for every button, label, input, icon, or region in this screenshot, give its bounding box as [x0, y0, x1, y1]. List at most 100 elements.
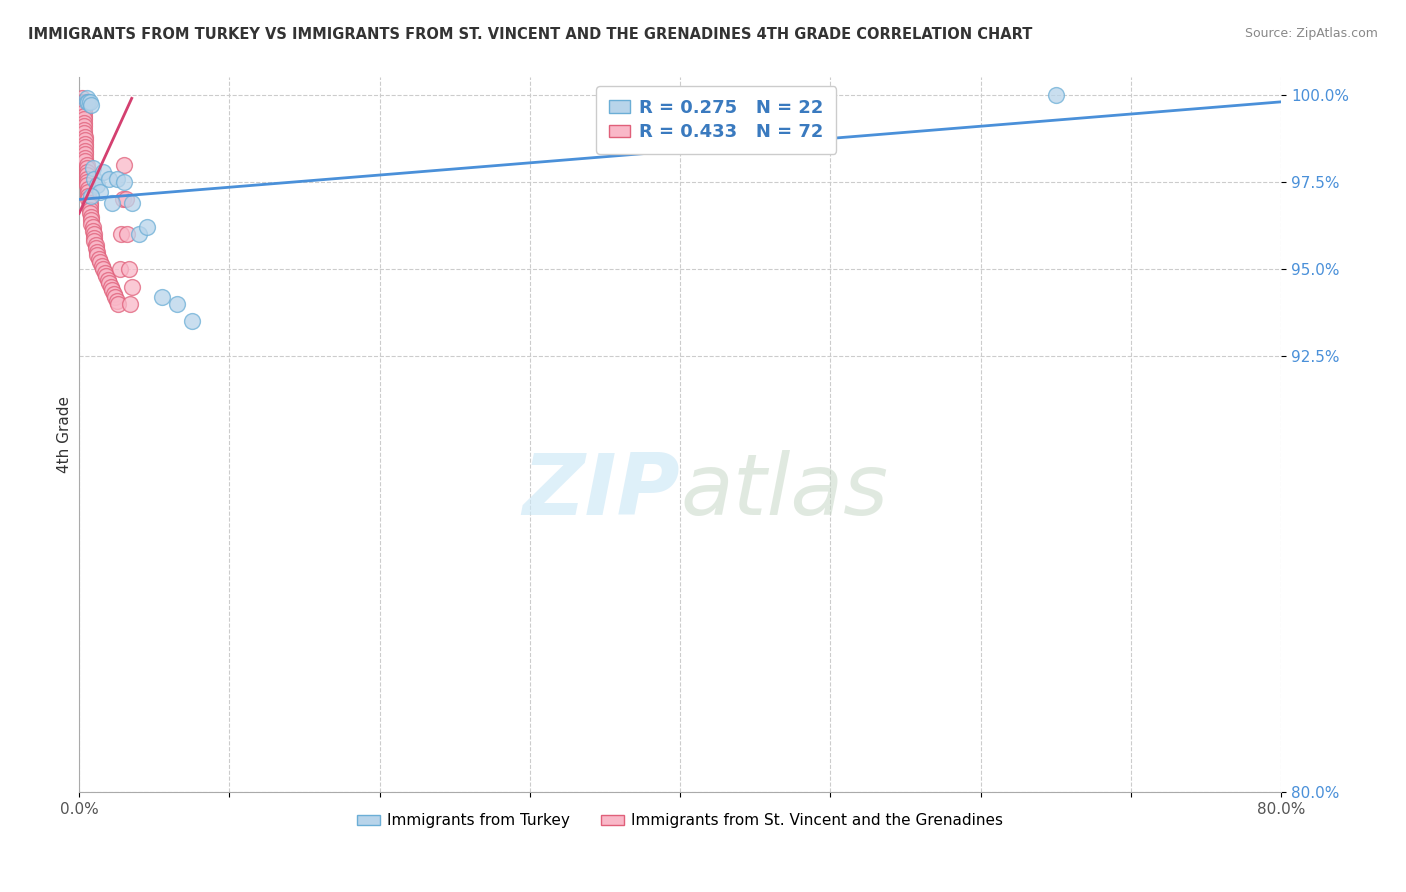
Point [84, 241, 107, 255]
Point [104, 290, 127, 304]
Point [83, 234, 105, 248]
Point [98, 276, 121, 290]
Point [98, 171, 121, 186]
Point [97, 272, 120, 286]
Point [76, 168, 98, 182]
Point [79, 206, 101, 220]
Point [114, 193, 136, 207]
Point [72, 102, 94, 116]
Point [72, 112, 94, 127]
Point [72, 122, 94, 136]
Text: IMMIGRANTS FROM TURKEY VS IMMIGRANTS FROM ST. VINCENT AND THE GRENADINES 4TH GRA: IMMIGRANTS FROM TURKEY VS IMMIGRANTS FRO… [28, 27, 1032, 42]
Point [101, 283, 124, 297]
Point [75, 140, 97, 154]
Point [75, 151, 97, 165]
Point [82, 224, 104, 238]
Point [72, 98, 94, 112]
Legend: Immigrants from Turkey, Immigrants from St. Vincent and the Grenadines: Immigrants from Turkey, Immigrants from … [350, 807, 1010, 834]
Point [101, 195, 124, 210]
Point [110, 227, 132, 242]
Point [75, 136, 97, 151]
Point [108, 262, 131, 277]
Point [121, 195, 143, 210]
Point [76, 161, 98, 175]
Text: atlas: atlas [681, 450, 889, 533]
Point [82, 220, 104, 235]
Point [115, 227, 138, 242]
Point [107, 297, 129, 311]
Point [79, 195, 101, 210]
Point [72, 120, 94, 134]
Point [79, 199, 101, 213]
Point [86, 248, 108, 262]
Point [75, 147, 97, 161]
Point [91, 164, 114, 178]
Point [72, 95, 94, 109]
Point [105, 293, 128, 308]
Point [75, 133, 97, 147]
Point [76, 158, 98, 172]
Point [118, 262, 141, 277]
Point [77, 182, 100, 196]
Point [128, 227, 150, 242]
Point [112, 158, 135, 172]
Point [72, 105, 94, 120]
Point [120, 297, 142, 311]
Point [83, 227, 105, 242]
Point [112, 175, 135, 189]
Point [70, 95, 93, 109]
Point [1045, 87, 1067, 102]
Point [80, 98, 103, 112]
Point [86, 244, 108, 259]
Point [75, 144, 97, 158]
Point [75, 129, 97, 144]
Point [87, 252, 110, 266]
Point [70, 98, 93, 112]
Point [70, 91, 93, 105]
Point [76, 178, 98, 193]
Point [72, 126, 94, 140]
Point [76, 175, 98, 189]
Point [166, 297, 188, 311]
Point [77, 186, 100, 200]
Point [80, 189, 103, 203]
Point [75, 154, 97, 169]
Point [70, 102, 93, 116]
Point [79, 202, 101, 217]
Point [76, 164, 98, 178]
Point [82, 161, 104, 175]
Point [89, 186, 111, 200]
Point [72, 116, 94, 130]
Point [80, 217, 103, 231]
Text: ZIP: ZIP [523, 450, 681, 533]
Point [180, 314, 202, 328]
Point [100, 279, 122, 293]
Text: Source: ZipAtlas.com: Source: ZipAtlas.com [1244, 27, 1378, 40]
Point [89, 255, 111, 269]
Point [91, 262, 114, 277]
Point [77, 189, 100, 203]
Point [83, 171, 105, 186]
Point [150, 290, 173, 304]
Point [86, 178, 108, 193]
Point [80, 213, 103, 227]
Point [77, 95, 100, 109]
Point [90, 259, 112, 273]
Point [93, 266, 115, 280]
Point [79, 95, 101, 109]
Point [76, 91, 98, 105]
Point [72, 109, 94, 123]
Point [84, 237, 107, 252]
Point [103, 286, 125, 301]
Point [121, 279, 143, 293]
Point [77, 193, 100, 207]
Point [80, 210, 103, 224]
Point [76, 171, 98, 186]
Point [135, 220, 157, 235]
Point [83, 231, 105, 245]
Point [96, 269, 118, 284]
Point [105, 171, 128, 186]
Y-axis label: 4th Grade: 4th Grade [58, 396, 72, 473]
Point [76, 95, 98, 109]
Point [111, 193, 134, 207]
